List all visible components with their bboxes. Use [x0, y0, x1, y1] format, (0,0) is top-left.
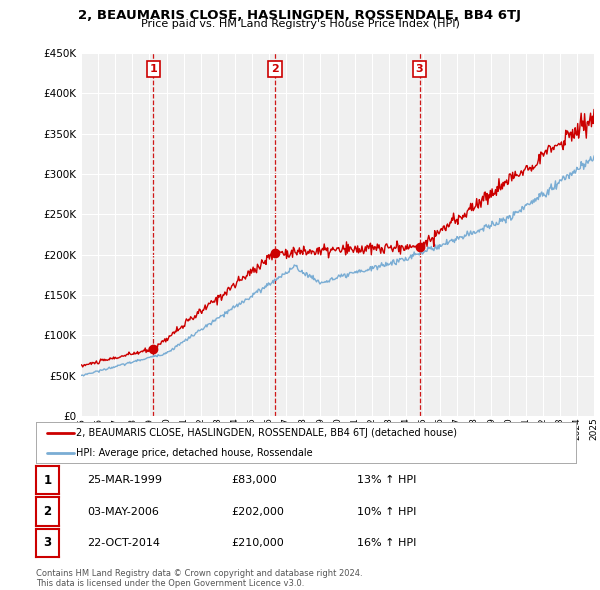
Text: 25-MAR-1999: 25-MAR-1999: [87, 476, 162, 485]
Text: 16% ↑ HPI: 16% ↑ HPI: [357, 538, 416, 548]
Text: 2, BEAUMARIS CLOSE, HASLINGDEN, ROSSENDALE, BB4 6TJ (detached house): 2, BEAUMARIS CLOSE, HASLINGDEN, ROSSENDA…: [77, 428, 458, 438]
Text: 03-MAY-2006: 03-MAY-2006: [87, 507, 159, 516]
Text: Contains HM Land Registry data © Crown copyright and database right 2024.
This d: Contains HM Land Registry data © Crown c…: [36, 569, 362, 588]
Text: 1: 1: [149, 64, 157, 74]
Text: 2, BEAUMARIS CLOSE, HASLINGDEN, ROSSENDALE, BB4 6TJ: 2, BEAUMARIS CLOSE, HASLINGDEN, ROSSENDA…: [79, 9, 521, 22]
Text: £83,000: £83,000: [231, 476, 277, 485]
Text: 2: 2: [271, 64, 279, 74]
Text: 3: 3: [416, 64, 424, 74]
Text: 22-OCT-2014: 22-OCT-2014: [87, 538, 160, 548]
Text: 2: 2: [43, 505, 52, 518]
Text: 10% ↑ HPI: 10% ↑ HPI: [357, 507, 416, 516]
Text: 13% ↑ HPI: 13% ↑ HPI: [357, 476, 416, 485]
Text: 1: 1: [43, 474, 52, 487]
Text: £210,000: £210,000: [231, 538, 284, 548]
Text: £202,000: £202,000: [231, 507, 284, 516]
Text: HPI: Average price, detached house, Rossendale: HPI: Average price, detached house, Ross…: [77, 448, 313, 458]
Text: 3: 3: [43, 536, 52, 549]
Text: Price paid vs. HM Land Registry's House Price Index (HPI): Price paid vs. HM Land Registry's House …: [140, 19, 460, 30]
